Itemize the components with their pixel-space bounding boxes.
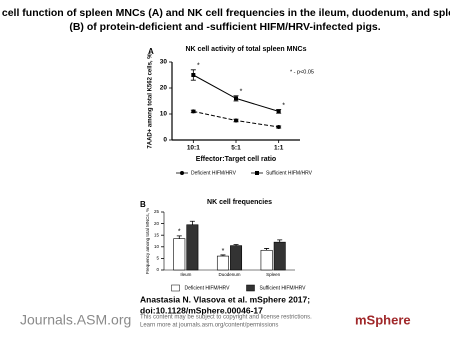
marker [191, 109, 196, 114]
panel-label: A [148, 47, 154, 56]
marker [234, 118, 238, 123]
x-tick-label: Duodenum [218, 272, 240, 277]
slide-title: (B) of protein-deficient and -sufficient… [69, 21, 380, 33]
marker [191, 73, 196, 77]
bar [273, 241, 286, 271]
x-tick-label: Ileum [180, 272, 191, 277]
bar [186, 224, 199, 271]
significance: * [222, 248, 225, 255]
footer-brand: Journals.ASM.org [20, 312, 131, 328]
legend-label: Deficient HIFM/HRV [191, 170, 237, 176]
error-bar [233, 244, 239, 246]
legend-label: Sufficient HIFM/HRV [266, 170, 313, 176]
error-bar [277, 239, 283, 243]
legend-swatch [246, 284, 255, 292]
y-axis-label: 7AAD+ among total K562 cells, % [148, 53, 154, 149]
chart-title: NK cell frequencies [207, 199, 272, 206]
annotation: * - p<0.05 [290, 69, 314, 75]
legend-label: Sufficient HIFM/HRV [260, 285, 307, 291]
x-axis-label: Effector:Target cell ratio [196, 156, 276, 163]
error-bar [189, 220, 195, 225]
y-tick-label: 25 [154, 209, 160, 214]
marker [234, 96, 238, 101]
legend-label: Deficient HIFM/HRV [185, 285, 231, 291]
significance: * [282, 102, 285, 109]
footer-logo: mSphere [355, 312, 411, 327]
series-line [193, 74, 279, 112]
panel-label: B [140, 200, 146, 209]
citation: doi:10.1128/mSphere.00046-17 [140, 305, 263, 315]
footer-notice: Learn more at journals.asm.org/content/p… [140, 323, 278, 329]
x-tick-label: Spleen [266, 272, 281, 277]
citation: Anastasia N. Vlasova et al. mSphere 2017… [140, 294, 310, 304]
error-bar [264, 248, 270, 251]
error-bar [220, 254, 226, 257]
slide-title: NK cell function of spleen MNCs (A) and … [0, 7, 450, 19]
bar [230, 245, 243, 271]
y-tick-label: 0 [163, 137, 167, 144]
legend-swatch [180, 171, 184, 175]
bar [216, 255, 229, 271]
x-tick-label: 1:1 [274, 145, 284, 152]
marker [276, 125, 281, 129]
significance: * [240, 89, 243, 96]
y-tick-label: 15 [154, 232, 160, 237]
significance: * [178, 229, 181, 236]
marker [276, 109, 281, 114]
footer-notice: This content may be subject to copyright… [140, 315, 312, 321]
x-tick-label: 5:1 [231, 145, 241, 152]
y-tick-label: 20 [154, 221, 160, 226]
chart-title: NK cell activity of total spleen MNCs [186, 46, 307, 53]
y-tick-label: 20 [160, 85, 168, 92]
error-bar [176, 235, 182, 239]
y-tick-label: 0 [156, 267, 159, 272]
y-axis-label: Frequency among total MNCs, % [145, 208, 150, 274]
x-tick-label: 10:1 [187, 145, 200, 152]
y-tick-label: 10 [154, 244, 160, 249]
significance: * [197, 63, 200, 70]
y-tick-label: 10 [160, 111, 168, 118]
y-tick-label: 30 [160, 59, 168, 66]
legend-swatch [171, 284, 180, 292]
bar [260, 249, 273, 271]
legend-swatch [255, 171, 259, 175]
y-tick-label: 5 [156, 256, 159, 261]
bar [173, 238, 186, 271]
